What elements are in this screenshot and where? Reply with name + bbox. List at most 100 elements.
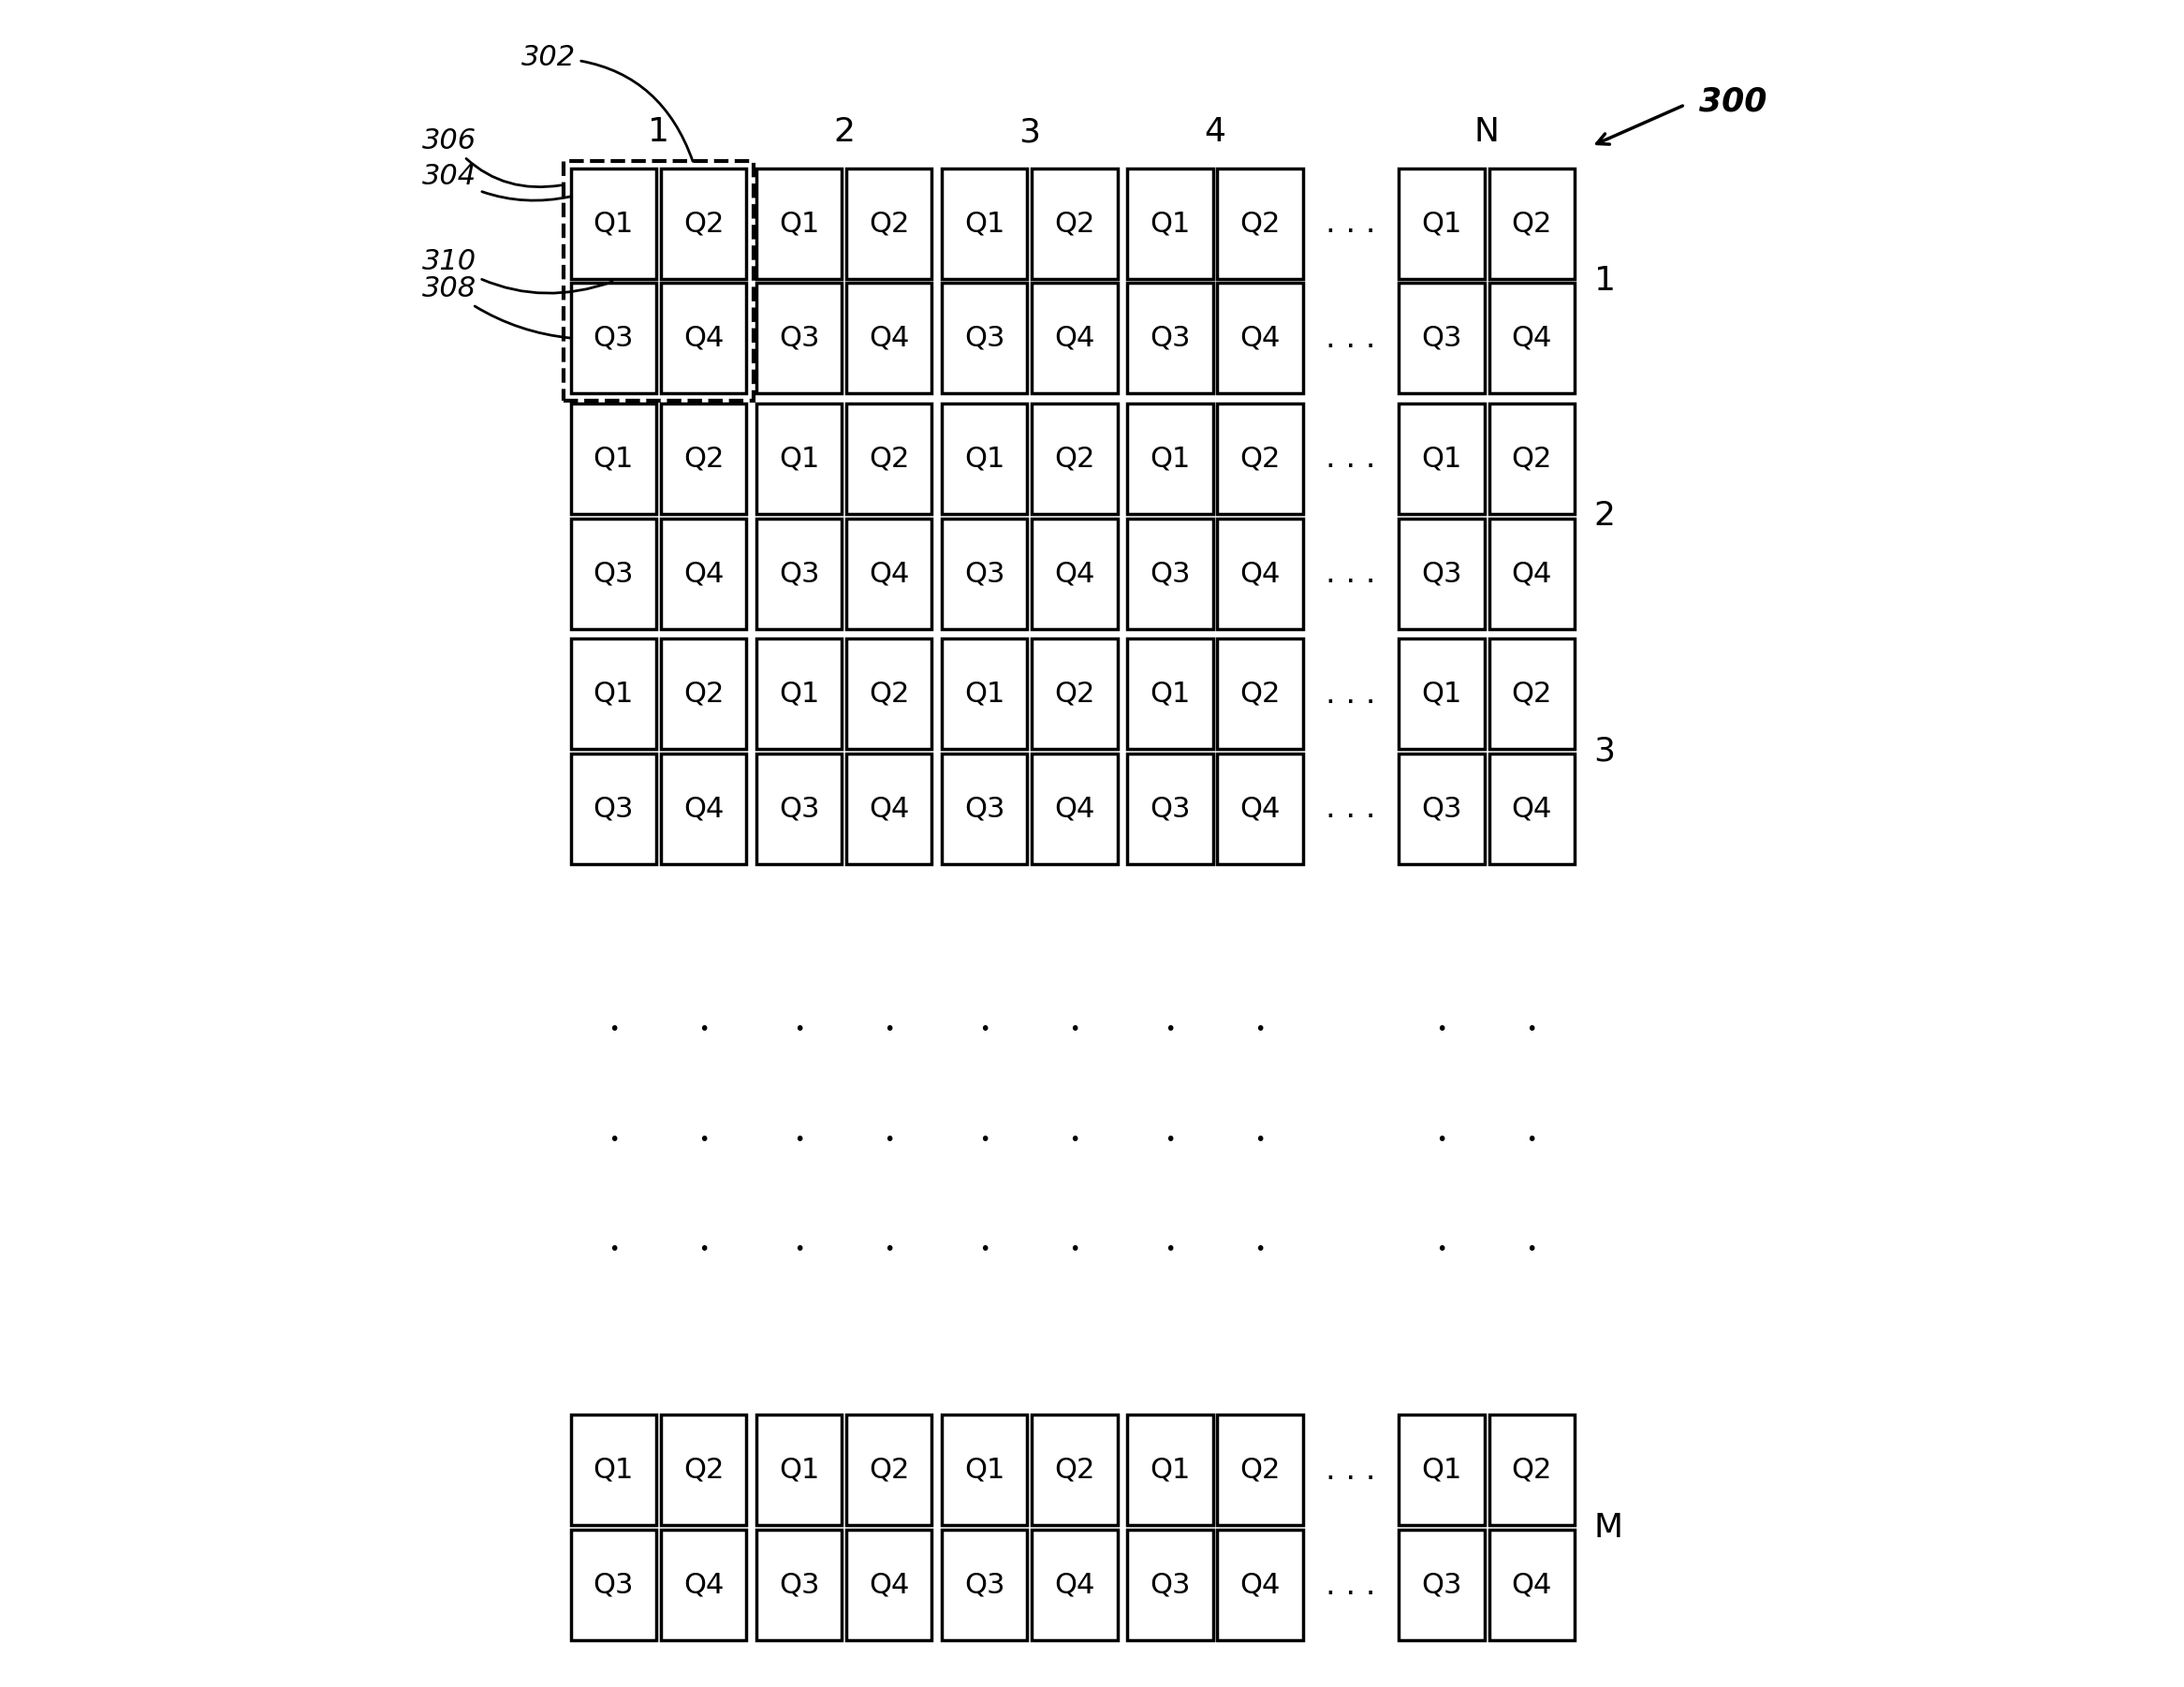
Text: . . .: . . . (1326, 558, 1376, 589)
Text: Q2: Q2 (1511, 680, 1553, 707)
Bar (941, 1530, 1026, 1640)
Text: Q1: Q1 (594, 680, 633, 707)
Bar (1031, 1415, 1118, 1525)
Text: Q4: Q4 (1241, 795, 1280, 822)
Bar (1216, 403, 1304, 515)
Bar (756, 403, 841, 515)
Text: Q4: Q4 (1241, 1571, 1280, 1599)
Bar (1400, 1415, 1485, 1525)
Text: Q4: Q4 (869, 1571, 909, 1599)
Text: Q3: Q3 (1422, 1571, 1461, 1599)
Text: Q2: Q2 (1511, 445, 1553, 472)
Bar (570, 1530, 657, 1640)
Text: Q3: Q3 (594, 1571, 633, 1599)
Text: Q3: Q3 (780, 1571, 819, 1599)
Text: •: • (1164, 1240, 1175, 1259)
Text: •: • (609, 1021, 618, 1038)
Bar (1031, 754, 1118, 864)
Text: 310: 310 (422, 248, 612, 294)
Bar (1127, 639, 1212, 749)
Text: •: • (1437, 1240, 1448, 1259)
Text: Q1: Q1 (780, 209, 819, 238)
Text: Q2: Q2 (1511, 209, 1553, 238)
Text: Q3: Q3 (780, 560, 819, 587)
Bar (845, 169, 933, 278)
Text: •: • (609, 1130, 618, 1149)
Bar (941, 169, 1026, 278)
Text: Q4: Q4 (1511, 560, 1553, 587)
Text: Q1: Q1 (965, 680, 1005, 707)
Text: 302: 302 (522, 44, 692, 162)
Text: •: • (793, 1240, 804, 1259)
Bar (845, 754, 933, 864)
Text: •: • (793, 1130, 804, 1149)
Text: •: • (1070, 1021, 1079, 1038)
Text: Q1: Q1 (965, 1456, 1005, 1485)
Text: •: • (699, 1130, 710, 1149)
Bar (756, 639, 841, 749)
Bar (1031, 403, 1118, 515)
Bar (845, 283, 933, 393)
Text: •: • (609, 1240, 618, 1259)
Bar (1031, 1530, 1118, 1640)
Bar (756, 1530, 841, 1640)
Text: Q1: Q1 (780, 1456, 819, 1485)
Text: Q2: Q2 (1511, 1456, 1553, 1485)
Text: 1: 1 (1594, 265, 1616, 297)
Text: Q1: Q1 (965, 445, 1005, 472)
Bar (756, 518, 841, 629)
Text: 4: 4 (1203, 116, 1225, 148)
Bar (941, 518, 1026, 629)
Bar (662, 1530, 747, 1640)
Text: Q2: Q2 (1055, 1456, 1094, 1485)
Text: Q1: Q1 (965, 209, 1005, 238)
Text: Q3: Q3 (594, 795, 633, 822)
Bar (1489, 518, 1575, 629)
Bar (1400, 169, 1485, 278)
Bar (1127, 283, 1212, 393)
Text: Q3: Q3 (1422, 795, 1461, 822)
Text: •: • (978, 1021, 989, 1038)
Text: Q3: Q3 (1149, 560, 1190, 587)
Text: Q4: Q4 (1511, 795, 1553, 822)
Bar (845, 518, 933, 629)
Text: Q4: Q4 (1055, 1571, 1094, 1599)
Text: Q1: Q1 (1422, 445, 1461, 472)
Text: Q1: Q1 (1149, 209, 1190, 238)
Text: Q4: Q4 (1241, 324, 1280, 353)
Bar (1489, 639, 1575, 749)
Text: . . .: . . . (1326, 793, 1376, 825)
Text: 1: 1 (649, 116, 668, 148)
Text: Q2: Q2 (869, 1456, 909, 1485)
Bar (1489, 1415, 1575, 1525)
Bar (1216, 169, 1304, 278)
Text: •: • (793, 1021, 804, 1038)
Bar (845, 1530, 933, 1640)
Bar (756, 754, 841, 864)
Bar (1400, 639, 1485, 749)
Text: . . .: . . . (1326, 444, 1376, 474)
Text: 3: 3 (1594, 736, 1616, 768)
Bar (1400, 1530, 1485, 1640)
Text: Q3: Q3 (1422, 560, 1461, 587)
Bar (941, 1415, 1026, 1525)
Bar (756, 283, 841, 393)
Bar (662, 403, 747, 515)
Bar (570, 639, 657, 749)
Text: 308: 308 (422, 275, 570, 337)
Bar (1127, 518, 1212, 629)
Text: Q2: Q2 (1241, 445, 1280, 472)
Text: Q3: Q3 (1149, 324, 1190, 353)
Text: •: • (978, 1130, 989, 1149)
Text: N: N (1474, 116, 1500, 148)
Text: . . .: . . . (1326, 322, 1376, 354)
Text: . . .: . . . (1326, 208, 1376, 240)
Text: Q4: Q4 (684, 795, 723, 822)
Bar (1216, 754, 1304, 864)
Text: Q3: Q3 (965, 560, 1005, 587)
Bar (1216, 639, 1304, 749)
Text: •: • (1437, 1021, 1448, 1038)
Text: Q1: Q1 (780, 680, 819, 707)
Text: Q4: Q4 (1055, 324, 1094, 353)
Text: Q2: Q2 (1055, 680, 1094, 707)
